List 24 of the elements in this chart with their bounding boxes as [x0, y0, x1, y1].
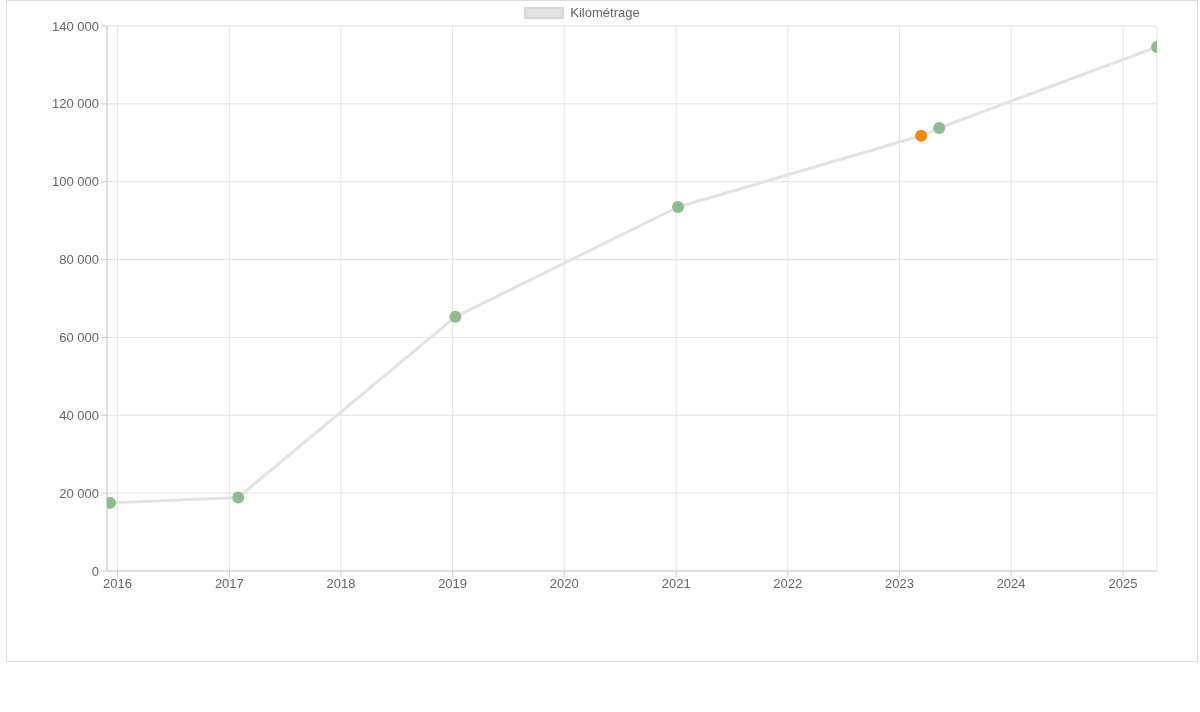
x-tick-label: 2021 — [661, 576, 691, 592]
x-tick-label: 2016 — [102, 576, 132, 592]
y-tick-label: 40 000 — [59, 407, 99, 423]
x-tick-label: 2024 — [996, 576, 1026, 592]
y-tick-label: 140 000 — [52, 18, 99, 34]
x-tick-label: 2018 — [326, 576, 356, 592]
x-tick-label: 2020 — [549, 576, 579, 592]
point — [449, 310, 462, 323]
x-tick-label: 2023 — [885, 576, 914, 592]
legend-label: Kilométrage — [570, 5, 640, 20]
point — [672, 201, 685, 214]
y-tick-label: 120 000 — [52, 96, 99, 112]
y-tick-label: 100 000 — [52, 174, 99, 190]
y-tick-label: 20 000 — [59, 485, 99, 501]
point — [232, 491, 245, 504]
point — [915, 129, 928, 142]
y-tick-label: 60 000 — [59, 330, 99, 346]
x-tick-label: 2019 — [438, 576, 468, 592]
y-tick-label: 0 — [91, 563, 99, 579]
x-tick-label: 2017 — [214, 576, 244, 592]
x-tick-label: 2025 — [1108, 576, 1138, 592]
y-tick-label: 80 000 — [59, 252, 99, 268]
point — [933, 121, 946, 134]
x-tick-label: 2022 — [773, 576, 803, 592]
